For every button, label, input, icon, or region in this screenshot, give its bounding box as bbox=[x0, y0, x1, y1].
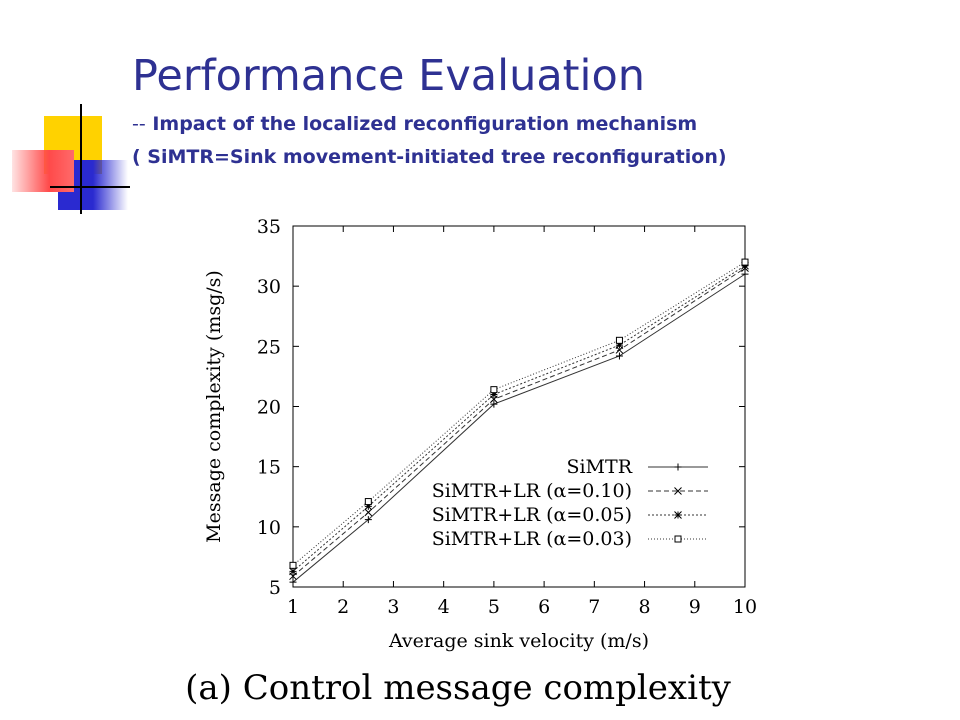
legend-label-2: SiMTR+LR (α=0.05) bbox=[432, 504, 632, 526]
legend-marker-3 bbox=[674, 535, 682, 543]
x-tick-label: 2 bbox=[337, 596, 349, 618]
data-point-series-3 bbox=[490, 386, 498, 394]
data-point-series-2 bbox=[741, 261, 749, 270]
data-point-series-3 bbox=[289, 561, 297, 569]
y-tick-label: 10 bbox=[257, 517, 281, 539]
legend-label-3: SiMTR+LR (α=0.03) bbox=[432, 528, 632, 550]
x-tick-label: 5 bbox=[488, 596, 500, 618]
data-point-series-2 bbox=[364, 502, 373, 511]
data-point-series-0 bbox=[289, 578, 297, 586]
x-tick-label: 7 bbox=[588, 596, 600, 618]
slide-subtitle-line-2: ( SiMTR=Sink movement-initiated tree rec… bbox=[132, 146, 727, 168]
x-tick-label: 9 bbox=[689, 596, 701, 618]
data-point-series-2 bbox=[289, 567, 297, 576]
legend-marker-1 bbox=[674, 487, 682, 495]
data-point-series-3 bbox=[741, 258, 749, 266]
y-tick-label: 15 bbox=[257, 457, 281, 479]
deco-red-block bbox=[12, 150, 74, 192]
y-tick-label: 20 bbox=[257, 397, 281, 419]
subtitle-dash: -- bbox=[132, 113, 146, 135]
data-point-series-3 bbox=[364, 498, 372, 506]
deco-horizontal-line bbox=[50, 186, 130, 188]
x-axis-label: Average sink velocity (m/s) bbox=[388, 630, 649, 652]
legend-label-1: SiMTR+LR (α=0.10) bbox=[432, 480, 632, 502]
figure-caption: (a) Control message complexity bbox=[0, 668, 960, 708]
legend-marker-0 bbox=[674, 463, 682, 471]
y-tick-label: 35 bbox=[257, 216, 281, 238]
data-point-series-2 bbox=[615, 341, 624, 349]
data-point-series-0 bbox=[364, 516, 372, 524]
data-point-series-3 bbox=[615, 336, 623, 344]
data-point-series-0 bbox=[741, 270, 749, 278]
legend-label-0: SiMTR bbox=[566, 456, 632, 478]
legend-marker-2 bbox=[674, 511, 682, 519]
slide-title: Performance Evaluation bbox=[132, 51, 646, 101]
x-tick-label: 10 bbox=[733, 596, 757, 618]
y-tick-label: 30 bbox=[257, 276, 281, 298]
x-tick-label: 6 bbox=[538, 596, 550, 618]
data-point-series-1 bbox=[364, 508, 373, 517]
x-tick-label: 3 bbox=[387, 596, 399, 618]
x-tick-label: 8 bbox=[639, 596, 651, 618]
series-line-2 bbox=[292, 265, 746, 572]
subtitle-text-1: Impact of the localized reconfiguration … bbox=[152, 113, 698, 135]
deco-vertical-line bbox=[80, 104, 82, 214]
data-point-series-0 bbox=[615, 352, 623, 360]
slide-subtitle-line-1: -- Impact of the localized reconfigurati… bbox=[132, 113, 697, 135]
x-tick-label: 1 bbox=[287, 596, 299, 618]
y-tick-label: 5 bbox=[269, 577, 281, 599]
data-point-series-2 bbox=[490, 390, 498, 399]
figure-caption-text: (a) Control message complexity bbox=[185, 668, 731, 708]
y-axis-label: Message complexity (msg/s) bbox=[203, 270, 225, 543]
data-point-series-0 bbox=[490, 400, 498, 408]
x-tick-label: 4 bbox=[438, 596, 450, 618]
y-tick-label: 25 bbox=[257, 336, 281, 358]
